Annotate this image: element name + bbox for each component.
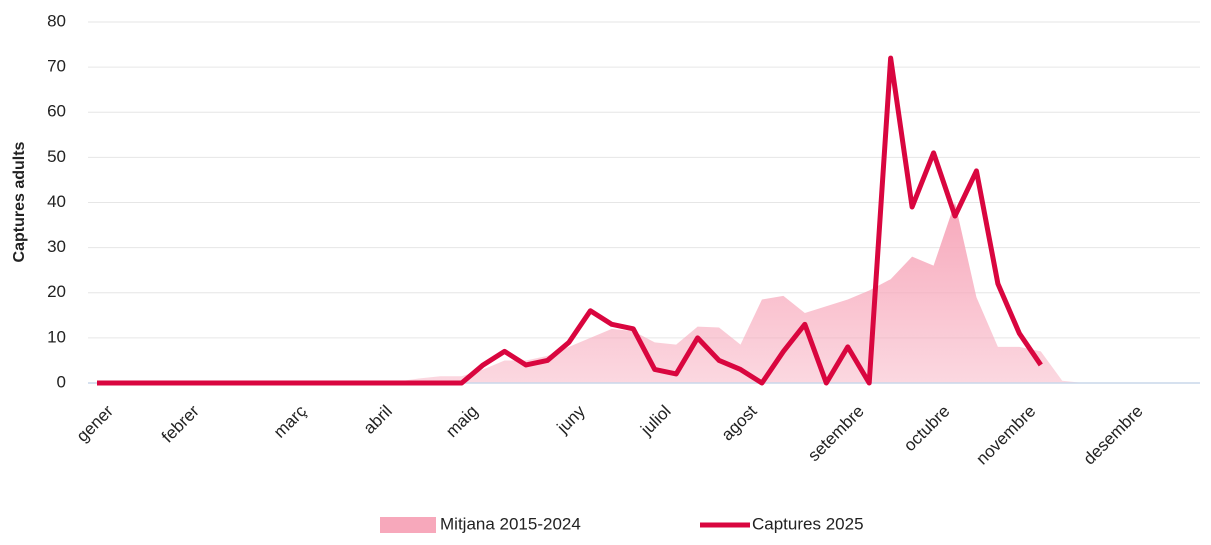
x-tick-label: març [270,401,311,442]
x-tick-label: novembre [972,402,1039,469]
y-axis-label: Captures adults [11,141,28,262]
line [97,55,1043,386]
x-tick-label: abril [360,402,396,438]
y-tick-label: 0 [57,372,66,391]
legend-label: Mitjana 2015-2024 [440,514,581,533]
x-tick-label: febrer [158,401,203,446]
legend-swatch [380,517,436,533]
x-tick-label: juliol [636,402,674,440]
y-tick-label: 60 [47,102,66,121]
y-tick-label: 30 [47,237,66,256]
y-tick-label: 80 [47,11,66,30]
y-tick-label: 40 [47,192,66,211]
x-tick-label: agost [718,401,761,444]
x-tick-label: juny [553,401,590,438]
y-tick-label: 10 [47,327,66,346]
x-tick-label: gener [73,401,117,445]
x-tick-label: setembre [804,402,868,466]
x-tick-label: maig [442,402,481,441]
y-tick-label: 20 [47,282,66,301]
legend-label: Captures 2025 [752,514,864,533]
area [97,202,1191,383]
y-tick-label: 70 [47,57,66,76]
x-tick-label: octubre [900,402,954,456]
x-tick-label: desembre [1080,402,1147,469]
y-tick-label: 50 [47,147,66,166]
